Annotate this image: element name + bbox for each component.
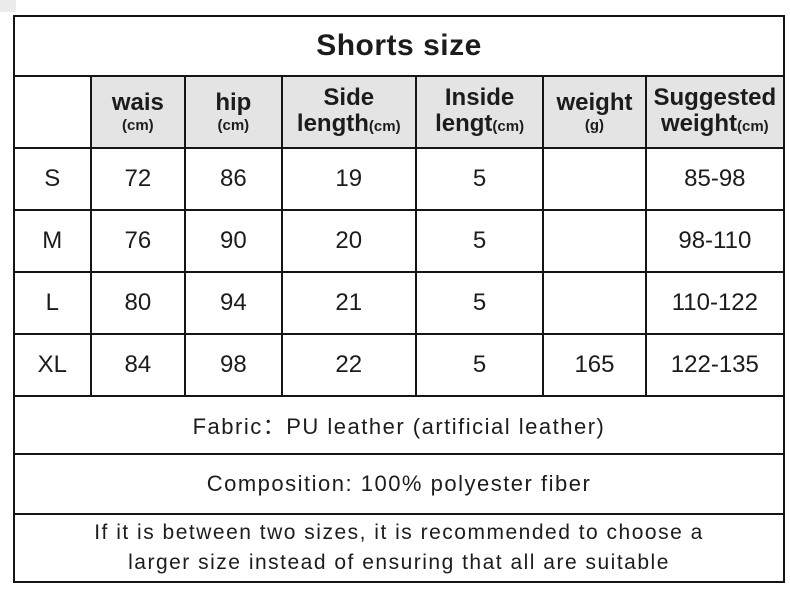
table-cell: 5 <box>417 273 545 333</box>
table-cell: 76 <box>92 211 187 271</box>
table-cell: 98-110 <box>678 227 752 254</box>
fabric-info: Fabric：PU leather (artificial leather) <box>15 397 783 455</box>
size-chart-table: Shorts size wais (cm) hip (cm) Side leng… <box>13 15 785 583</box>
table-cell <box>544 273 647 333</box>
size-note-line2: larger size instead of ensuring that all… <box>128 551 670 574</box>
table-cell: 98 <box>186 335 283 395</box>
table-cell: 5 <box>417 149 545 209</box>
table-cell: 72 <box>92 149 187 209</box>
composition-text: Composition: 100% polyester fiber <box>206 471 592 496</box>
table-cell <box>544 149 647 209</box>
composition-info: Composition: 100% polyester fiber <box>15 455 783 515</box>
table-row-xl: XL 84 98 22 5 165 122-135 <box>15 335 783 397</box>
table-cell: 21 <box>283 273 417 333</box>
header-cell-inside-length: Inside lengt(cm) <box>416 77 545 147</box>
corner-artifact <box>0 0 16 12</box>
table-cell: 122-135 <box>670 351 759 378</box>
table-cell: 84 <box>92 335 187 395</box>
table-cell: 94 <box>186 273 283 333</box>
table-row-s: S 72 86 19 5 85-98 <box>15 149 783 211</box>
header-cell-hip: hip (cm) <box>186 77 283 147</box>
table-cell: 110-122 <box>671 289 758 316</box>
header-cell-suggested-weight: Suggested weight(cm) <box>646 77 783 147</box>
table-cell: 86 <box>186 149 283 209</box>
size-note-line1: If it is between two sizes, it is recomm… <box>94 521 704 544</box>
table-row-m: M 76 90 20 5 98-110 <box>15 211 783 273</box>
size-label: XL <box>15 335 92 395</box>
table-cell: 20 <box>283 211 417 271</box>
fabric-text: Fabric：PU leather (artificial leather) <box>192 414 606 439</box>
header-cell-blank <box>15 77 92 147</box>
header-cell-waist: wais (cm) <box>91 77 187 147</box>
table-header-row: wais (cm) hip (cm) Side length(cm) Insid… <box>15 77 783 149</box>
size-label: S <box>15 149 92 209</box>
size-note: If it is between two sizes, it is recomm… <box>15 515 783 581</box>
header-cell-weight: weight (g) <box>544 77 647 147</box>
table-row-l: L 80 94 21 5 110-122 <box>15 273 783 335</box>
table-cell: 22 <box>283 335 417 395</box>
table-cell: 19 <box>283 149 417 209</box>
table-cell: 90 <box>186 211 283 271</box>
header-cell-side-length: Side length(cm) <box>282 77 417 147</box>
table-cell: 165 <box>544 335 647 395</box>
table-cell: 5 <box>417 335 545 395</box>
size-label: M <box>15 211 92 271</box>
size-label: L <box>15 273 92 333</box>
table-cell: 85-98 <box>684 165 746 192</box>
table-cell: 80 <box>92 273 187 333</box>
page-title: Shorts size <box>316 29 482 62</box>
table-cell <box>544 211 647 271</box>
table-cell: 5 <box>417 211 545 271</box>
title-row: Shorts size <box>15 17 783 77</box>
